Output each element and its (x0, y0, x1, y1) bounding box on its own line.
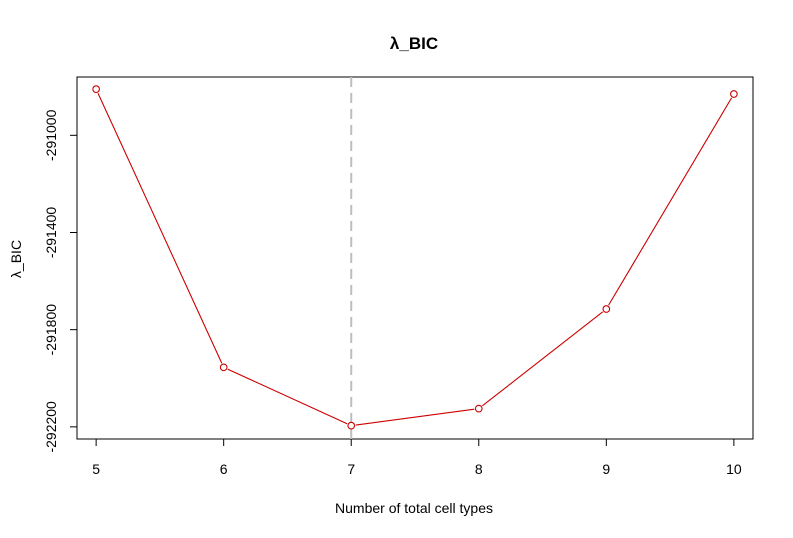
y-axis: -291000 -291400 -291800 -292200 (43, 109, 77, 453)
chart-title: λ_BIC (390, 34, 438, 53)
data-point (474, 404, 483, 413)
data-point (92, 85, 100, 93)
y-tick-label: -291800 (43, 304, 59, 356)
x-axis-label: Number of total cell types (335, 500, 493, 516)
x-tick-label: 7 (347, 461, 355, 477)
plot-frame (76, 76, 754, 440)
x-axis: 5 6 7 8 9 10 (92, 439, 742, 477)
series-line-segment (97, 93, 223, 364)
x-tick-label: 6 (220, 461, 228, 477)
y-tick-label: -291400 (43, 207, 59, 259)
series-layer (92, 85, 738, 430)
y-axis-label: λ_BIC (8, 240, 24, 278)
data-point (730, 90, 738, 98)
x-tick-label: 5 (92, 461, 100, 477)
x-tick-label: 8 (475, 461, 483, 477)
series-line-segment (608, 97, 733, 306)
series-line-segment (355, 408, 475, 426)
y-tick-label: -292200 (43, 401, 59, 453)
data-point (219, 363, 228, 372)
data-point (602, 305, 611, 313)
data-point (347, 421, 356, 430)
y-tick-label: -291000 (43, 109, 59, 161)
series-line-segment (481, 311, 604, 407)
series-line-segment (227, 368, 348, 425)
x-tick-label: 9 (602, 461, 610, 477)
x-tick-label: 10 (726, 461, 742, 477)
